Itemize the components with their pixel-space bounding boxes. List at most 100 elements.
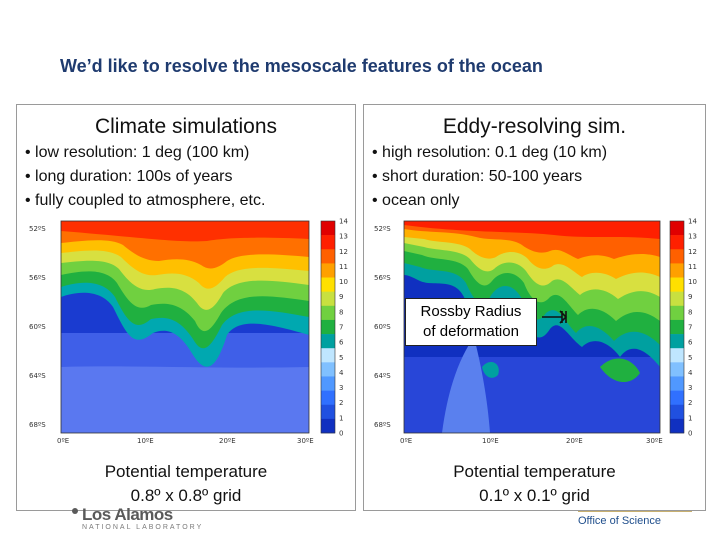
eddy-panel-title: Eddy-resolving sim. bbox=[442, 115, 627, 138]
callout-line: of deformation bbox=[423, 323, 519, 340]
climate-caption-line: Potential temperature bbox=[104, 462, 268, 481]
climate-caption-line: 0.8º x 0.8º grid bbox=[130, 486, 242, 505]
eddy-x-ticks: 0ºE 10ºE 20ºE 30ºE bbox=[400, 437, 663, 445]
colorbar-swatch bbox=[670, 249, 684, 264]
colorbar-swatch bbox=[670, 376, 684, 391]
eddy-bullets: • high resolution: 0.1 deg (10 km) • sho… bbox=[372, 141, 607, 213]
climate-x-ticks: 0ºE 10ºE 20ºE 30ºE bbox=[57, 437, 314, 445]
colorbar-label: 1 bbox=[688, 414, 692, 422]
x-tick-label: 10ºE bbox=[482, 437, 499, 445]
colorbar-swatch bbox=[321, 404, 335, 420]
climate-bullets: • low resolution: 1 deg (100 km) • long … bbox=[25, 141, 265, 213]
colorbar-swatch bbox=[321, 263, 335, 278]
y-tick-label: 64ºS bbox=[374, 372, 391, 380]
rossby-marker bbox=[542, 310, 568, 324]
colorbar-swatch bbox=[670, 291, 684, 307]
eddy-caption: Potential temperature 0.1º x 0.1º grid bbox=[364, 460, 705, 508]
colorbar-label: 0 bbox=[339, 430, 343, 438]
colorbar-swatch bbox=[321, 305, 335, 321]
colorbar-frame bbox=[669, 220, 685, 434]
colorbar-label: 7 bbox=[339, 324, 343, 332]
colorbar-label: 0 bbox=[688, 430, 692, 438]
y-tick-label: 68ºS bbox=[29, 421, 46, 429]
colorbar-swatch bbox=[670, 221, 684, 236]
colorbar-swatch bbox=[321, 249, 335, 264]
colorbar-label: 4 bbox=[339, 369, 344, 377]
y-tick-label: 60ºS bbox=[374, 323, 391, 331]
x-tick-label: 0ºE bbox=[400, 437, 412, 445]
climate-caption: Potential temperature 0.8º x 0.8º grid bbox=[17, 460, 355, 508]
colorbar-swatch bbox=[670, 277, 684, 292]
colorbar-label: 3 bbox=[688, 384, 692, 392]
colorbar-swatch bbox=[321, 348, 335, 363]
lanl-logo-text: Los Alamos bbox=[82, 505, 173, 524]
colorbar-label: 12 bbox=[688, 248, 697, 256]
colorbar-swatch bbox=[321, 390, 335, 406]
colorbar-label: 8 bbox=[339, 308, 343, 316]
eddy-map-field bbox=[403, 220, 661, 434]
lanl-logo-icon bbox=[72, 508, 78, 514]
footer-divider bbox=[578, 511, 692, 512]
x-tick-label: 10ºE bbox=[137, 437, 154, 445]
eddy-caption-line: 0.1º x 0.1º grid bbox=[479, 486, 590, 505]
colorbar-swatch bbox=[670, 418, 684, 434]
colorbar-label: 3 bbox=[339, 384, 343, 392]
climate-panel: Climate simulations • low resolution: 1 … bbox=[16, 104, 356, 511]
colorbar-swatch bbox=[670, 404, 684, 420]
y-tick-label: 52ºS bbox=[374, 225, 391, 233]
colorbar-label: 12 bbox=[339, 248, 348, 256]
eddy-panel: Eddy-resolving sim. • high resolution: 0… bbox=[363, 104, 706, 511]
colorbar-label: 14 bbox=[339, 218, 348, 226]
eddy-bullet: • short duration: 50-100 years bbox=[372, 168, 583, 185]
colorbar-swatch bbox=[321, 235, 335, 250]
colorbar-label: 6 bbox=[688, 339, 693, 347]
colorbar-frame bbox=[320, 220, 336, 434]
y-tick-label: 68ºS bbox=[374, 421, 391, 429]
y-tick-label: 64ºS bbox=[29, 372, 46, 380]
colorbar-label: 10 bbox=[688, 278, 697, 286]
colorbar-label: 2 bbox=[339, 399, 343, 407]
colorbar-swatch bbox=[321, 334, 335, 349]
y-tick-label: 60ºS bbox=[29, 323, 46, 331]
office-of-science-logo: Office of Science bbox=[578, 515, 661, 527]
colorbar-label: 4 bbox=[688, 369, 693, 377]
colorbar-swatch bbox=[670, 334, 684, 349]
x-tick-label: 20ºE bbox=[219, 437, 236, 445]
colorbar-swatch bbox=[670, 305, 684, 321]
colorbar-swatch bbox=[670, 263, 684, 278]
eddy-bullet: • high resolution: 0.1 deg (10 km) bbox=[372, 144, 608, 161]
colorbar-label: 5 bbox=[688, 354, 692, 362]
callout-line: Rossby Radius bbox=[420, 303, 522, 320]
colorbar-label: 5 bbox=[339, 354, 343, 362]
colorbar-label: 14 bbox=[688, 218, 697, 226]
rossby-radius-callout: Rossby Radius of deformation bbox=[405, 298, 537, 346]
climate-y-ticks: 52ºS 56ºS 60ºS 64ºS 68ºS bbox=[29, 225, 46, 429]
colorbar-swatch bbox=[670, 390, 684, 406]
colorbar-label: 13 bbox=[339, 233, 348, 241]
colorbar-label: 13 bbox=[688, 233, 697, 241]
colorbar-swatch bbox=[321, 319, 335, 335]
colorbar-label: 2 bbox=[688, 399, 692, 407]
x-tick-label: 0ºE bbox=[57, 437, 69, 445]
colorbar-swatch bbox=[321, 418, 335, 434]
colorbar-swatch bbox=[670, 348, 684, 363]
colorbar-swatch bbox=[321, 376, 335, 391]
climate-map-field bbox=[60, 220, 310, 434]
colorbar-swatch bbox=[321, 291, 335, 307]
colorbar-swatch bbox=[670, 235, 684, 250]
x-tick-label: 30ºE bbox=[646, 437, 663, 445]
eddy-bullet: • ocean only bbox=[372, 192, 460, 209]
colorbar-label: 7 bbox=[688, 324, 692, 332]
colorbar-swatch bbox=[670, 362, 684, 377]
eddy-y-ticks: 52ºS 56ºS 60ºS 64ºS 68ºS bbox=[374, 225, 391, 429]
colorbar-label: 9 bbox=[688, 293, 692, 301]
colorbar-label: 11 bbox=[688, 263, 697, 271]
eddy-caption-line: Potential temperature bbox=[453, 462, 616, 481]
colorbar-label: 6 bbox=[339, 339, 344, 347]
colorbar-label: 1 bbox=[339, 414, 343, 422]
colorbar-label: 11 bbox=[339, 263, 348, 271]
